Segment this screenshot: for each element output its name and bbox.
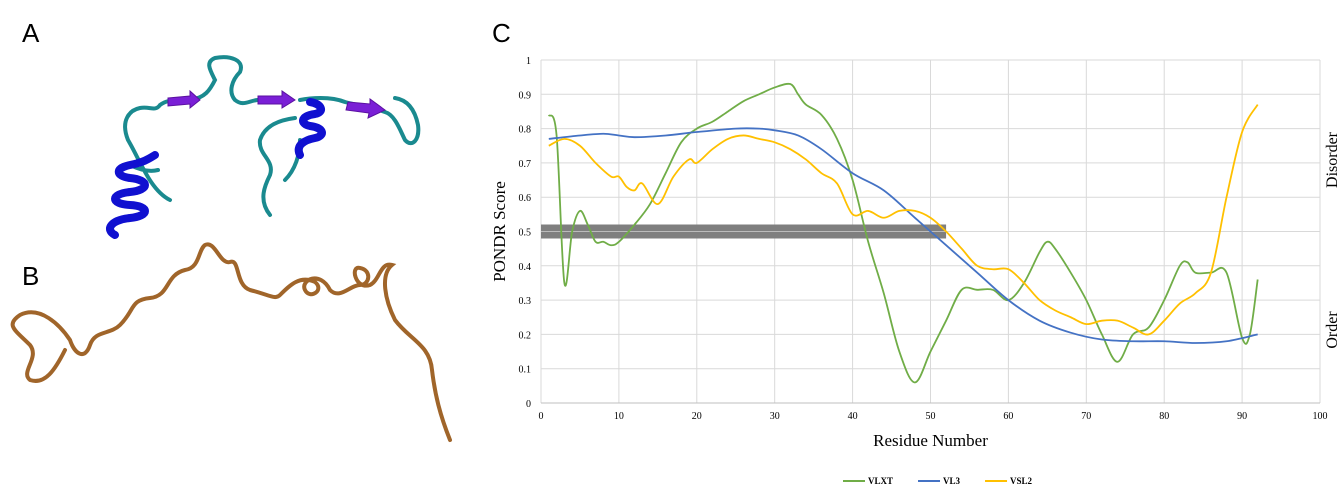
- legend-label: VL3: [943, 476, 961, 486]
- legend-label: VLXT: [868, 476, 893, 486]
- panel-label: A: [22, 18, 40, 48]
- y-tick-label: 0.1: [519, 365, 532, 376]
- x-tick-label: 50: [926, 411, 936, 422]
- structure-b: [10, 242, 452, 442]
- y-tick-label: 1: [526, 56, 531, 67]
- y-tick-label: 0: [526, 399, 531, 410]
- x-tick-label: 40: [848, 411, 858, 422]
- side-label: Order: [1324, 311, 1341, 349]
- series-line: [548, 127, 1258, 344]
- x-tick-label: 20: [692, 411, 702, 422]
- x-tick-label: 100: [1313, 411, 1328, 422]
- x-axis-label: Residue Number: [873, 431, 988, 450]
- chart: 00.10.20.30.40.50.60.70.80.910 10 20 30 40 50…: [490, 56, 1341, 486]
- y-tick-label: 0.2: [519, 330, 532, 341]
- x-tick-label: 30: [770, 411, 780, 422]
- y-axis-label: PONDR Score: [490, 181, 509, 282]
- series-line: [547, 82, 1259, 384]
- y-tick-label: 0.3: [519, 296, 532, 307]
- x-tick-label: 10: [614, 411, 624, 422]
- x-tick-label: 70: [1081, 411, 1091, 422]
- y-tick-label: 0.4: [519, 262, 532, 273]
- y-tick-label: 0.9: [519, 90, 532, 101]
- side-label: Disorder: [1324, 131, 1341, 188]
- y-tick-label: 0.8: [519, 125, 532, 136]
- panel-label: C: [492, 18, 511, 48]
- x-tick-label: 80: [1159, 411, 1169, 422]
- x-tick-label: 90: [1237, 411, 1247, 422]
- y-tick-label: 0.7: [519, 159, 532, 170]
- series-line: [548, 104, 1259, 336]
- panel-label: B: [22, 261, 39, 291]
- x-tick-label: 60: [1003, 411, 1013, 422]
- legend-label: VSL2: [1010, 476, 1033, 486]
- y-tick-label: 0.5: [519, 228, 532, 239]
- structure-a: [106, 55, 421, 239]
- y-tick-label: 0.6: [519, 193, 532, 204]
- x-tick-label: 0: [539, 411, 544, 422]
